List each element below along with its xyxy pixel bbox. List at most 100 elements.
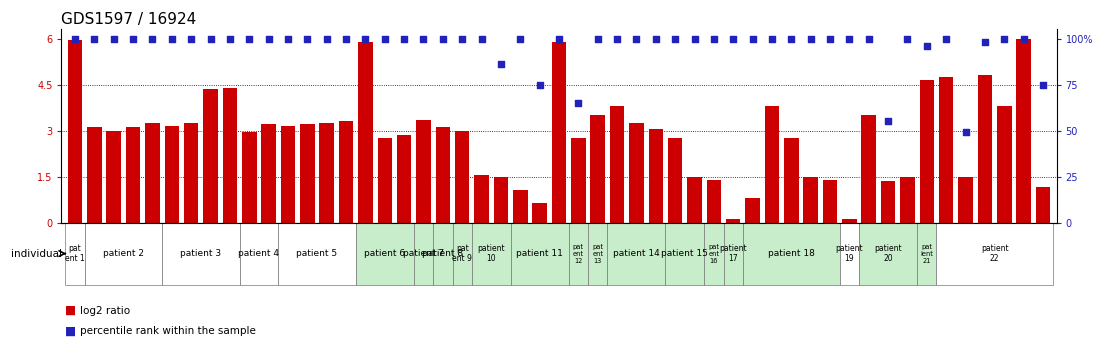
Text: patient
10: patient 10 bbox=[477, 244, 505, 263]
Bar bbox=[378, 138, 392, 223]
Bar bbox=[494, 177, 509, 223]
Point bbox=[976, 39, 994, 45]
Bar bbox=[919, 80, 934, 223]
Text: patient 7: patient 7 bbox=[402, 249, 444, 258]
Bar bbox=[453, 223, 472, 285]
Bar bbox=[665, 223, 704, 285]
Point bbox=[299, 36, 316, 41]
Point bbox=[357, 36, 375, 41]
Bar bbox=[203, 89, 218, 223]
Bar bbox=[414, 223, 433, 285]
Text: patient 4: patient 4 bbox=[238, 249, 280, 258]
Bar bbox=[607, 223, 665, 285]
Bar bbox=[184, 123, 199, 223]
Point bbox=[802, 36, 819, 41]
Text: patient 2: patient 2 bbox=[103, 249, 144, 258]
Bar bbox=[859, 223, 917, 285]
Bar bbox=[455, 130, 470, 223]
Bar bbox=[397, 135, 411, 223]
Point bbox=[995, 36, 1013, 41]
Bar bbox=[339, 121, 353, 223]
Bar bbox=[765, 106, 779, 223]
Bar bbox=[704, 223, 723, 285]
Point bbox=[608, 36, 626, 41]
Text: patient
17: patient 17 bbox=[719, 244, 747, 263]
Point bbox=[66, 36, 84, 41]
Point bbox=[492, 61, 510, 67]
Bar bbox=[588, 223, 607, 285]
Bar bbox=[667, 138, 682, 223]
Bar bbox=[532, 203, 547, 223]
Text: pat
ent 9: pat ent 9 bbox=[453, 244, 472, 263]
Bar bbox=[87, 127, 102, 223]
Bar bbox=[281, 126, 295, 223]
Text: patient 11: patient 11 bbox=[517, 249, 563, 258]
Text: ■: ■ bbox=[65, 325, 76, 338]
Text: patient 14: patient 14 bbox=[613, 249, 660, 258]
Bar bbox=[356, 223, 414, 285]
Point bbox=[879, 119, 897, 124]
Bar bbox=[784, 138, 798, 223]
Bar bbox=[474, 175, 489, 223]
Bar bbox=[126, 127, 141, 223]
Point bbox=[453, 36, 471, 41]
Point bbox=[627, 36, 645, 41]
Bar bbox=[222, 88, 237, 223]
Text: pat
ent
13: pat ent 13 bbox=[593, 244, 604, 264]
Point bbox=[182, 36, 200, 41]
Bar bbox=[571, 138, 586, 223]
Point bbox=[841, 36, 859, 41]
Point bbox=[860, 36, 878, 41]
Text: patient
19: patient 19 bbox=[835, 244, 863, 263]
Bar bbox=[688, 177, 702, 223]
Bar bbox=[164, 126, 179, 223]
Bar bbox=[742, 223, 840, 285]
Point bbox=[821, 36, 838, 41]
Text: individual: individual bbox=[11, 249, 61, 258]
Text: pat
ent
12: pat ent 12 bbox=[572, 244, 584, 264]
Text: percentile rank within the sample: percentile rank within the sample bbox=[80, 326, 256, 336]
Bar bbox=[840, 223, 859, 285]
Point bbox=[105, 36, 123, 41]
Point bbox=[240, 36, 258, 41]
Point bbox=[395, 36, 413, 41]
Point bbox=[85, 36, 103, 41]
Point bbox=[318, 36, 335, 41]
Bar bbox=[511, 223, 569, 285]
Point bbox=[743, 36, 761, 41]
Point bbox=[762, 36, 780, 41]
Point bbox=[918, 43, 936, 49]
Point bbox=[511, 36, 529, 41]
Bar bbox=[239, 223, 278, 285]
Point bbox=[434, 36, 452, 41]
Bar bbox=[958, 177, 973, 223]
Bar bbox=[358, 42, 372, 223]
Bar bbox=[65, 223, 85, 285]
Text: pat
ent
16: pat ent 16 bbox=[709, 244, 719, 264]
Point bbox=[899, 36, 917, 41]
Bar bbox=[1016, 39, 1031, 223]
Bar bbox=[917, 223, 937, 285]
Bar bbox=[939, 77, 954, 223]
Bar bbox=[862, 115, 877, 223]
Bar bbox=[241, 132, 256, 223]
Text: GDS1597 / 16924: GDS1597 / 16924 bbox=[61, 12, 197, 27]
Text: ■: ■ bbox=[65, 304, 76, 317]
Bar bbox=[900, 177, 915, 223]
Bar bbox=[707, 180, 721, 223]
Bar bbox=[823, 180, 837, 223]
Point bbox=[550, 36, 568, 41]
Point bbox=[221, 36, 239, 41]
Point bbox=[647, 36, 665, 41]
Bar bbox=[842, 219, 856, 223]
Bar bbox=[145, 123, 160, 223]
Point bbox=[666, 36, 684, 41]
Bar bbox=[552, 42, 566, 223]
Bar bbox=[804, 177, 818, 223]
Bar bbox=[320, 123, 334, 223]
Point bbox=[589, 36, 607, 41]
Bar bbox=[609, 106, 624, 223]
Point bbox=[473, 36, 491, 41]
Bar bbox=[569, 223, 588, 285]
Bar bbox=[881, 181, 896, 223]
